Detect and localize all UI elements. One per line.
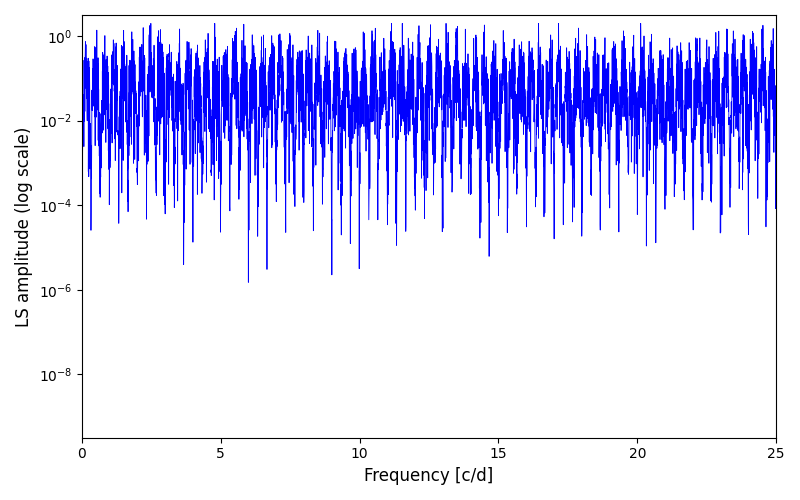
Y-axis label: LS amplitude (log scale): LS amplitude (log scale) — [15, 126, 33, 326]
X-axis label: Frequency [c/d]: Frequency [c/d] — [364, 467, 494, 485]
